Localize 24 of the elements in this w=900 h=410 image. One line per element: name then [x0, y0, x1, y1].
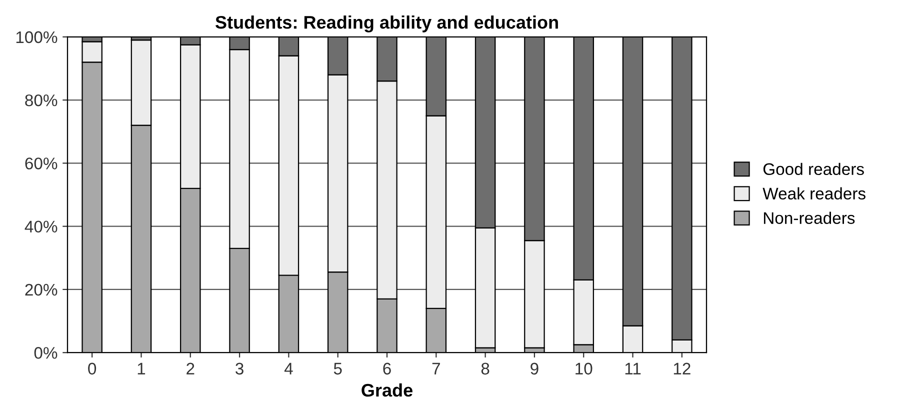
x-tick-label: 11 [625, 362, 641, 374]
legend-label: Weak readers [762, 187, 866, 200]
x-tick-label: 1 [138, 362, 146, 374]
y-tick-label: 100% [16, 31, 58, 44]
x-tick-label: 8 [481, 362, 490, 375]
y-tick-label: 60% [25, 158, 58, 170]
legend-label: Non-readers [764, 212, 855, 224]
x-tick-label: 0 [88, 362, 96, 375]
y-tick-label: 20% [25, 284, 58, 296]
x-tick-label: 5 [334, 362, 342, 375]
x-axis-title: Grade [362, 383, 412, 397]
x-tick-label: 3 [236, 362, 244, 375]
x-tick-label: 4 [284, 362, 293, 374]
x-tick-label: 6 [383, 362, 391, 375]
x-tick-label: 9 [530, 362, 538, 375]
y-tick-label: 80% [25, 94, 58, 106]
x-tick-label: 10 [576, 362, 592, 375]
chart-title: Students: Reading ability and education [215, 15, 558, 32]
legend-label: Good readers [763, 162, 864, 176]
y-tick-label: 40% [24, 220, 58, 233]
y-tick-label: 0% [34, 347, 58, 359]
x-tick-label: 12 [674, 362, 690, 374]
x-tick-label: 7 [432, 362, 440, 374]
x-tick-label: 2 [186, 362, 194, 374]
